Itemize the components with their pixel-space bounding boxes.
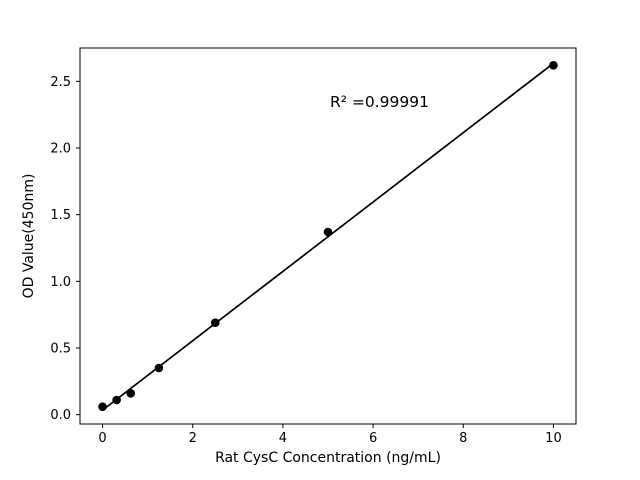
y-tick-label: 0.0 [50, 408, 71, 423]
data-point [98, 402, 107, 411]
data-points-group [98, 61, 558, 411]
r-squared-annotation: R² =0.99991 [330, 93, 429, 111]
data-point [112, 395, 121, 405]
y-tick-label: 0.5 [50, 342, 71, 357]
x-axis-label: Rat CysC Concentration (ng/mL) [215, 450, 441, 466]
x-tick-label: 0 [98, 431, 106, 446]
x-tick-label: 2 [189, 431, 197, 446]
y-tick-label: 1.0 [50, 275, 71, 290]
x-tick-label: 10 [545, 431, 562, 446]
data-point [154, 363, 164, 373]
y-axis-label: OD Value(450nm) [21, 174, 37, 299]
x-tick-label: 6 [369, 431, 377, 446]
x-tick-label: 4 [279, 431, 287, 446]
y-tick-label: 2.0 [50, 142, 71, 157]
fit-line-group [102, 62, 554, 411]
data-point [126, 389, 136, 398]
fit-line [102, 62, 554, 411]
y-ticks: 0.0 0.5 1.0 1.5 2.0 2.5 [50, 75, 80, 423]
y-tick-label: 1.5 [50, 208, 71, 223]
data-point [549, 61, 558, 70]
x-tick-label: 8 [459, 431, 467, 446]
axes-box [79, 47, 577, 425]
data-point [210, 318, 220, 327]
y-tick-label: 2.5 [50, 75, 71, 90]
data-point [323, 227, 333, 237]
x-ticks: 0 2 4 6 8 10 [98, 424, 562, 446]
